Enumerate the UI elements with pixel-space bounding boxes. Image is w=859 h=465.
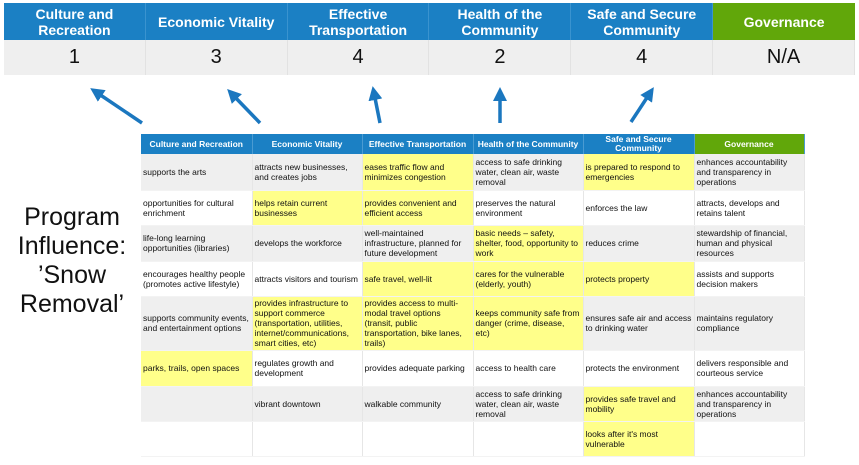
table-cell: provides safe travel and mobility <box>583 386 695 422</box>
table-row: opportunities for cultural enrichment hel… <box>141 190 805 226</box>
table-cell <box>141 421 253 457</box>
summary-table: Culture and Recreation 1 Economic Vitality… <box>4 3 855 75</box>
arrow-icon <box>227 88 262 125</box>
table-cell <box>362 421 474 457</box>
arrow-icon <box>368 86 383 124</box>
table-cell: encourages healthy people (promotes acti… <box>141 261 253 297</box>
table-cell: supports community events, and entertain… <box>141 296 253 351</box>
table-cell: helps retain current businesses <box>252 190 363 226</box>
table-cell <box>473 421 584 457</box>
table-cell: attracts new businesses, and creates job… <box>252 154 363 191</box>
summary-value: 4 <box>571 40 714 75</box>
table-cell: ensures safe air and access to drinking … <box>583 296 695 351</box>
table-cell: protects the environment <box>583 350 695 387</box>
table-cell: assists and supports decision makers <box>694 261 805 297</box>
table-cell: supports the arts <box>141 154 253 191</box>
summary-header: Health of the Community <box>429 3 572 40</box>
table-cell: access to safe drinking water, clean air… <box>473 154 584 191</box>
table-cell: preserves the natural environment <box>473 190 584 226</box>
table-cell: provides adequate parking <box>362 350 474 387</box>
table-cell: access to safe drinking water, clean air… <box>473 386 584 422</box>
table-row: supports community events, and entertain… <box>141 296 805 351</box>
table-cell: cares for the vulnerable (elderly, youth… <box>473 261 584 297</box>
arrow-icon <box>90 88 143 125</box>
table-cell: eases traffic flow and minimizes congest… <box>362 154 474 191</box>
table-cell: vibrant downtown <box>252 386 363 422</box>
summary-header: Governance <box>713 3 855 40</box>
table-cell: is prepared to respond to emergencies <box>583 154 695 191</box>
table-cell: provides access to multi-modal travel op… <box>362 296 474 351</box>
table-row: encourages healthy people (promotes acti… <box>141 261 805 297</box>
table-row: life-long learning opportunities (librar… <box>141 225 805 262</box>
summary-value: 4 <box>287 40 430 75</box>
table-cell: provides convenient and efficient access <box>362 190 474 226</box>
summary-value: 1 <box>4 40 146 75</box>
column-header: Culture and Recreation <box>141 134 253 154</box>
table-cell: attracts, develops and retains talent <box>694 190 805 226</box>
table-cell <box>694 421 805 457</box>
summary-header: Economic Vitality <box>145 3 288 40</box>
summary-header: Culture and Recreation <box>4 3 146 40</box>
table-cell: develops the workforce <box>252 225 363 262</box>
table-row: supports the arts attracts new businesses… <box>141 154 805 191</box>
table-cell: basic needs – safety, shelter, food, opp… <box>473 225 584 262</box>
table-cell: opportunities for cultural enrichment <box>141 190 253 226</box>
table-cell: enhances accountability and transparency… <box>694 386 805 422</box>
program-influence-label: Program Influence: ’Snow Removal’ <box>17 203 127 318</box>
column-header: Effective Transportation <box>362 134 474 154</box>
table-cell: enforces the law <box>583 190 695 226</box>
table-cell: keeps community safe from danger (crime,… <box>473 296 584 351</box>
table-cell <box>252 421 363 457</box>
summary-header: Effective Transportation <box>287 3 430 40</box>
table-cell: reduces crime <box>583 225 695 262</box>
table-row: parks, trails, open spaces regulates grow… <box>141 350 805 387</box>
column-header: Health of the Community <box>473 134 584 154</box>
column-header: Economic Vitality <box>252 134 363 154</box>
table-cell: well-maintained infrastructure, planned … <box>362 225 474 262</box>
arrow-icon <box>629 87 654 123</box>
column-header: Safe and Secure Community <box>583 134 695 154</box>
table-cell: maintains regulatory compliance <box>694 296 805 351</box>
summary-value: 3 <box>145 40 288 75</box>
table-cell: regulates growth and development <box>252 350 363 387</box>
table-cell <box>141 386 253 422</box>
table-cell: delivers responsible and courteous servi… <box>694 350 805 387</box>
goals-matrix-table: Culture and Recreation Economic Vitality E… <box>141 134 805 457</box>
column-header: Governance <box>694 134 805 154</box>
table-cell: enhances accountability and transparency… <box>694 154 805 191</box>
summary-value: 2 <box>429 40 572 75</box>
table-cell: stewardship of financial, human and phys… <box>694 225 805 262</box>
table-cell: safe travel, well-lit <box>362 261 474 297</box>
summary-header: Safe and Secure Community <box>571 3 714 40</box>
table-cell: access to health care <box>473 350 584 387</box>
table-cell: attracts visitors and tourism <box>252 261 363 297</box>
table-cell: walkable community <box>362 386 474 422</box>
table-row: looks after it's most vulnerable <box>141 421 805 457</box>
table-cell: life-long learning opportunities (librar… <box>141 225 253 262</box>
table-cell: provides infrastructure to support comme… <box>252 296 363 351</box>
table-cell: protects property <box>583 261 695 297</box>
table-cell: looks after it's most vulnerable <box>583 421 695 457</box>
table-row: vibrant downtown walkable community access… <box>141 386 805 422</box>
summary-value: N/A <box>713 40 855 75</box>
table-cell: parks, trails, open spaces <box>141 350 253 387</box>
